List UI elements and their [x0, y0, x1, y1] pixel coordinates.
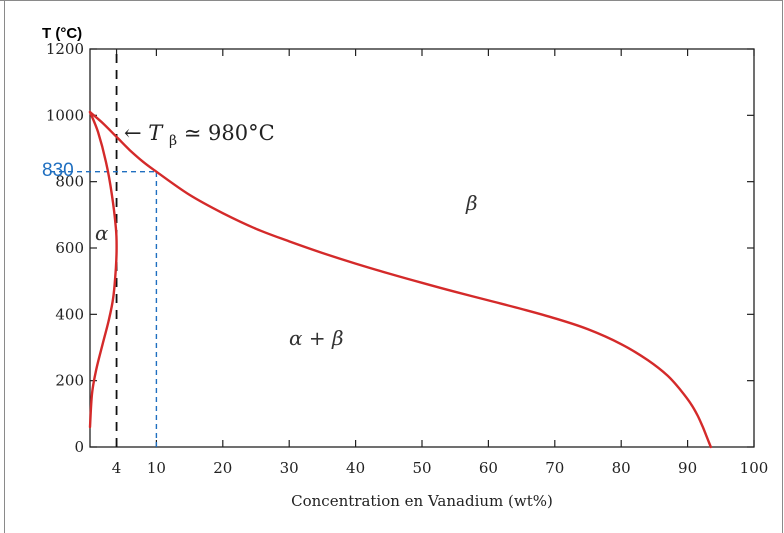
x-axis: 4 10 20 30 40 50 60 70 80 90 100: [112, 49, 769, 477]
x-tick-label: 4: [112, 459, 122, 477]
region-label-alpha: α: [95, 221, 109, 245]
y-tick-label: 600: [55, 239, 84, 257]
y-axis: 0 200 400 600 800 1000 1200: [46, 40, 754, 456]
x-tick-label: 70: [545, 459, 564, 477]
x-tick-label: 20: [213, 459, 232, 477]
frame-left-border: [4, 0, 5, 533]
x-tick-label: 100: [740, 459, 769, 477]
plot-frame: [89, 48, 755, 448]
y-axis-title: T (°C): [42, 25, 82, 42]
annotation-arrow: ←: [124, 121, 142, 145]
x-tick-label: 80: [612, 459, 631, 477]
annotation-temperature: ≃ 980°C: [184, 121, 275, 145]
frame-top-border: [0, 0, 783, 1]
frame-right-border: [782, 0, 783, 533]
x-axis-title: Concentration en Vanadium (wt%): [291, 492, 553, 510]
plot-area: [89, 48, 755, 448]
x-tick-label: 40: [346, 459, 365, 477]
y-tick-label: 1200: [46, 40, 84, 58]
y-tick-label: 800: [55, 173, 84, 191]
y-tick-label: 0: [74, 438, 84, 456]
alpha-solvus-curve: [88, 110, 118, 429]
beta-transus-curve: [88, 110, 712, 449]
region-label-alpha-beta: α + β: [289, 326, 344, 350]
annotation-t-symbol: T: [148, 121, 164, 145]
x-tick-label: 30: [280, 459, 299, 477]
y-tick-label: 400: [55, 305, 84, 323]
phase-boundaries: [88, 110, 712, 449]
x-tick-label: 10: [147, 459, 166, 477]
y-tick-label: 200: [55, 372, 84, 390]
x-tick-label: 90: [678, 459, 697, 477]
annotation-830: 830: [42, 160, 74, 181]
region-label-beta: β: [465, 191, 478, 215]
annotation-beta-subscript: β: [169, 133, 177, 149]
y-tick-label: 1000: [46, 106, 84, 124]
x-tick-label: 60: [479, 459, 498, 477]
annotation-t-beta: ← T β ≃ 980°C: [124, 121, 275, 150]
x-tick-label: 50: [412, 459, 431, 477]
